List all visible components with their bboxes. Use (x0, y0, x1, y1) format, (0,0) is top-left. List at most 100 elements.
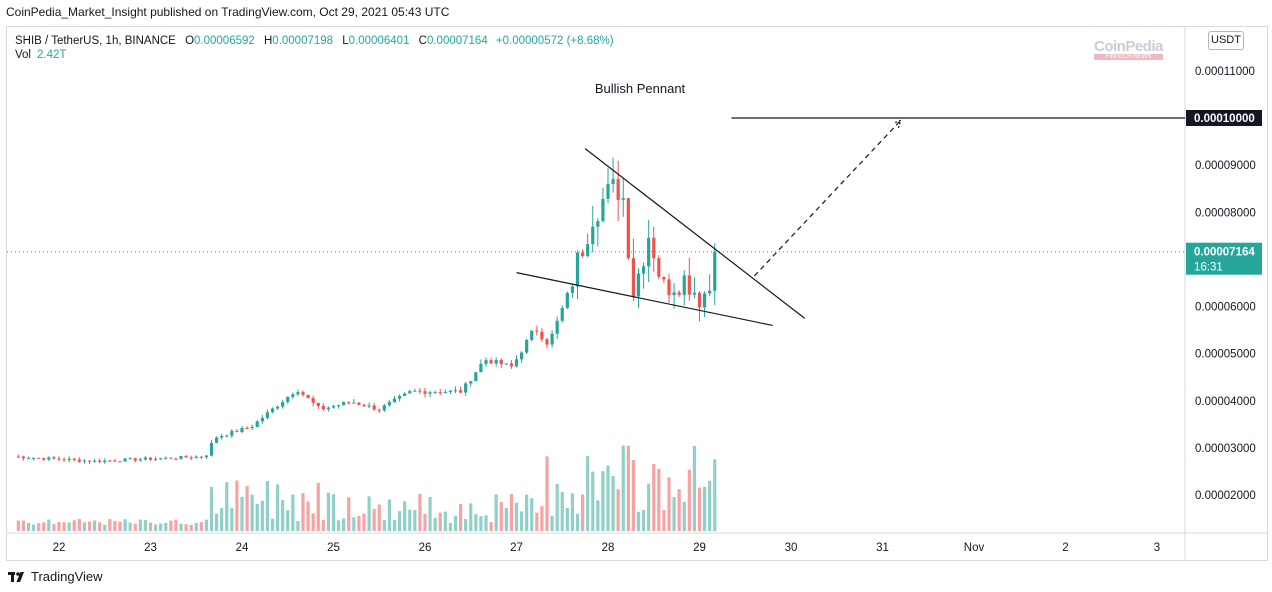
candle-body (235, 430, 239, 432)
currency-button[interactable]: USDT (1208, 31, 1244, 50)
candle-body (540, 331, 544, 340)
x-tick-label: 26 (419, 542, 432, 554)
volume-bar (682, 501, 686, 531)
volume-label: Vol (15, 49, 31, 61)
volume-bar (697, 487, 702, 531)
volume-bar (545, 456, 549, 531)
volume-bar (143, 520, 148, 531)
x-tick-label: 22 (53, 542, 66, 554)
candle-body (336, 405, 341, 407)
candle-body (458, 390, 463, 393)
candle-body (230, 430, 234, 436)
volume-bar (474, 514, 478, 531)
candle-body (636, 273, 641, 297)
volume-bar (509, 493, 514, 531)
volume-bar (250, 494, 254, 531)
candle-body (662, 276, 666, 280)
target-level-label: 0.00010000 (1194, 113, 1255, 125)
volume-bar (159, 523, 163, 531)
candle-body (26, 458, 31, 460)
candle-body (682, 275, 686, 295)
volume-bar (31, 524, 36, 531)
candle-body (387, 402, 392, 406)
volume-bar (316, 482, 320, 531)
watermark-tag: FINTECH NEWS (1094, 54, 1163, 60)
volume-bar (708, 480, 712, 531)
ohlc-legend: SHIB / TetherUS, 1h, BINANCE O0.00006592… (15, 33, 614, 49)
volume-bar (296, 520, 300, 531)
volume-bar (652, 464, 656, 531)
pennant-lower-trendline (516, 272, 773, 327)
candle-body (47, 457, 51, 460)
volume-bar (281, 500, 285, 531)
candle-body (545, 339, 549, 345)
candle-body (260, 417, 264, 422)
candle-body (580, 252, 585, 256)
candle-body (672, 292, 676, 296)
symbol-label[interactable]: SHIB / TetherUS, 1h, BINANCE (15, 35, 176, 47)
x-tick-label: 27 (510, 542, 523, 554)
volume-bar (448, 522, 453, 531)
volume-bar (352, 517, 356, 531)
volume-bar (194, 522, 198, 531)
x-tick-label: 3 (1154, 542, 1160, 554)
volume-bar (413, 510, 417, 531)
candle-body (123, 458, 127, 462)
volume-bar (433, 517, 437, 531)
volume-bar (575, 513, 580, 531)
volume-bar (423, 513, 427, 531)
volume-bar (204, 519, 209, 531)
candle-body (428, 392, 432, 394)
candle-body (184, 455, 188, 458)
candle-body (72, 458, 76, 460)
volume-bar (77, 519, 81, 531)
candle-body (92, 460, 97, 462)
volume-bar (21, 520, 26, 531)
candle-body (362, 404, 366, 407)
volume-bar (291, 494, 295, 531)
volume-bar (550, 515, 554, 531)
volume-bar (504, 507, 508, 531)
candle-body (82, 460, 87, 462)
candle-body (220, 436, 224, 438)
candle-body (687, 275, 691, 295)
candle-body (321, 406, 325, 410)
volume-bar (123, 519, 127, 531)
chart-frame (6, 26, 1268, 561)
candle-body (494, 359, 498, 364)
candle-body (103, 460, 107, 463)
volume-bar (611, 475, 615, 531)
pennant-upper-trendline (584, 148, 806, 319)
candle-body (250, 426, 254, 429)
volume-bar (138, 519, 142, 531)
volume-bar (357, 515, 361, 531)
volume-bar (606, 465, 610, 531)
candle-body (570, 286, 575, 293)
volume-bar (113, 520, 117, 531)
volume-bar (560, 491, 564, 531)
volume-bar (118, 521, 122, 531)
volume-bar (601, 471, 605, 531)
publisher-info: CoinPedia_Market_Insight published on Tr… (6, 5, 450, 19)
candle-body (631, 258, 636, 297)
volume-bar (672, 497, 676, 531)
volume-bar (687, 469, 691, 531)
candle-body (98, 460, 102, 463)
candle-body (382, 405, 386, 411)
volume-bar (519, 511, 524, 531)
volume-bar (321, 520, 325, 531)
candle-body (453, 390, 458, 392)
y-tick-label: 0.00004000 (1195, 396, 1256, 408)
coinpedia-watermark-logo: CoinPedia FINTECH NEWS (1094, 38, 1163, 60)
candle-body (265, 412, 270, 418)
footer-brand[interactable]: TradingView (8, 569, 103, 584)
candle-body (189, 457, 193, 459)
volume-bar (16, 520, 20, 531)
volume-bar (240, 496, 244, 531)
candle-body (621, 198, 625, 200)
candle-body (509, 363, 514, 367)
volume-bar (540, 506, 544, 531)
volume-bar (636, 511, 641, 531)
volume-bars (16, 445, 717, 531)
